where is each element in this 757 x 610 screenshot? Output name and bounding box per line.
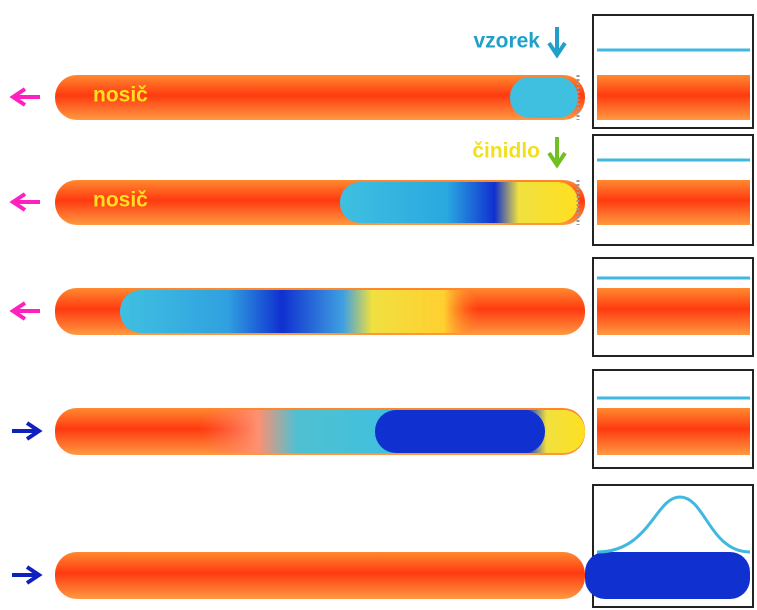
sample-reagent-zone [340, 182, 578, 223]
product-zone [375, 410, 545, 453]
diagram: vzorek činidlo nosič nosič [0, 0, 757, 610]
tubes [55, 75, 750, 599]
reagent-label: činidlo [472, 140, 540, 163]
sample-plug [510, 77, 578, 118]
reaction-zone [120, 290, 480, 333]
sample-label: vzorek [473, 30, 540, 53]
carrier-label: nosič [93, 189, 148, 212]
carrier-label: nosič [93, 84, 148, 107]
